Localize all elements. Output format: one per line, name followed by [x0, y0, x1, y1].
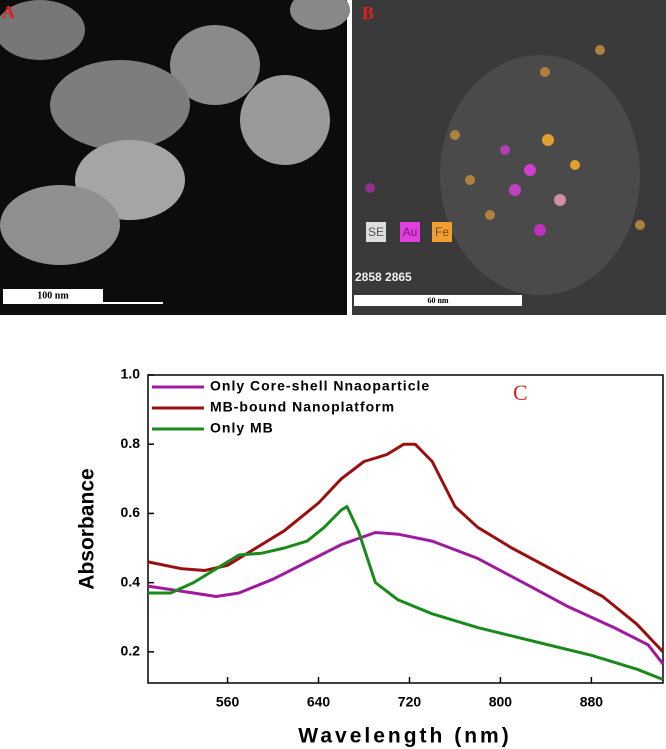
panel-label: A — [2, 2, 15, 22]
y-tick-label: 0.6 — [121, 504, 141, 520]
chart: C Wavelength (nm) Absorbance 0.2 0.4 0.6 0.… — [76, 366, 665, 748]
dot — [465, 175, 475, 185]
dot — [365, 183, 375, 193]
x-tick-label: 720 — [398, 694, 422, 710]
dot — [554, 194, 566, 206]
dot — [524, 164, 536, 176]
x-axis-title: Wavelength (nm) — [298, 725, 511, 748]
legend-label: Only MB — [210, 420, 274, 436]
particle — [0, 185, 120, 265]
x-tick-label: 880 — [580, 694, 604, 710]
dot — [540, 67, 550, 77]
series-line — [147, 531, 665, 665]
y-axis-title: Absorbance — [76, 468, 99, 589]
dot — [570, 160, 580, 170]
channel-label: Fe — [435, 225, 449, 239]
particle — [170, 25, 260, 105]
y-tick-label: 0.4 — [121, 573, 141, 589]
image-code: 2858 2865 — [355, 270, 412, 284]
x-tick-label: 560 — [216, 694, 240, 710]
scale-box — [3, 289, 103, 302]
legend-label: MB-bound Nanoplatform — [210, 399, 395, 415]
particle — [240, 75, 330, 165]
plot-frame — [147, 374, 664, 684]
scale-label: 100 nm — [37, 290, 69, 301]
dot — [450, 130, 460, 140]
x-tick-label: 640 — [307, 694, 331, 710]
scale-box — [354, 295, 522, 306]
y-tick-label: 0.2 — [121, 643, 141, 659]
dot — [485, 210, 495, 220]
y-tick-label: 1.0 — [121, 366, 141, 382]
series-line — [147, 442, 665, 653]
particle — [440, 55, 640, 295]
channel-label: Au — [403, 225, 418, 239]
dot — [534, 224, 546, 236]
dot — [509, 184, 521, 196]
panel-label: B — [362, 3, 374, 23]
dot — [500, 145, 510, 155]
signal-dots — [365, 45, 645, 236]
particle — [50, 60, 190, 150]
particle — [290, 0, 350, 30]
particle — [0, 0, 85, 60]
series-line — [148, 505, 664, 681]
dot — [635, 220, 645, 230]
channel-box — [432, 222, 452, 242]
y-tick-label: 0.8 — [121, 435, 141, 451]
channel-label: SE — [368, 225, 384, 239]
x-tick-label: 800 — [489, 694, 513, 710]
channel-box — [366, 222, 386, 242]
dot — [595, 45, 605, 55]
panel-a: 100 nm A — [0, 0, 350, 315]
scale-label: 60 nm — [427, 296, 448, 305]
legend-label: Only Core-shell Nnaoparticle — [210, 378, 430, 394]
channel-box — [400, 222, 420, 242]
panel-label: C — [513, 380, 528, 405]
dot — [542, 134, 554, 146]
panel-b: SE Au Fe 2858 2865 60 nm B — [352, 0, 666, 315]
